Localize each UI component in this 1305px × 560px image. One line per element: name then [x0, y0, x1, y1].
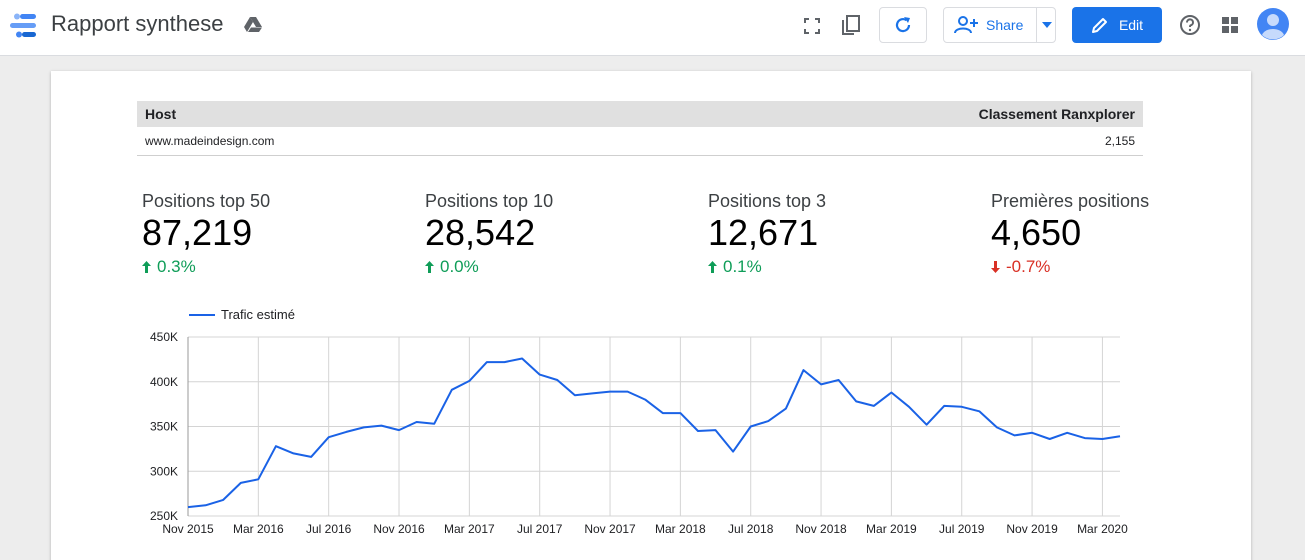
kpi-positions-top-50: Positions top 50 87,219 0.3% — [142, 191, 382, 277]
arrow-up-icon — [708, 261, 717, 273]
kpi-delta-text: 0.0% — [440, 257, 479, 276]
x-tick-label: Nov 2015 — [162, 522, 214, 536]
arrow-down-icon — [991, 261, 1000, 273]
x-tick-label: Nov 2016 — [373, 522, 425, 536]
copy-icon — [842, 15, 860, 35]
column-header-ranking[interactable]: Classement Ranxplorer — [978, 106, 1135, 122]
kpi-delta-text: 0.1% — [723, 257, 762, 276]
google-drive-icon[interactable] — [244, 17, 262, 33]
cell-host: www.madeindesign.com — [145, 134, 275, 148]
kpi-value: 12,671 — [708, 212, 819, 253]
kpi-delta: 0.1% — [708, 257, 948, 277]
kpi-label: Positions top 50 — [142, 191, 271, 211]
x-tick-label: Jul 2018 — [728, 522, 774, 536]
x-tick-label: Jul 2016 — [306, 522, 352, 536]
share-label: Share — [986, 17, 1024, 33]
x-tick-label: Mar 2019 — [866, 522, 917, 536]
kpi-positions-top-10: Positions top 10 28,542 0.0% — [425, 191, 665, 277]
help-icon — [1180, 15, 1200, 35]
y-tick-label: 300K — [150, 464, 178, 478]
column-header-host[interactable]: Host — [145, 106, 177, 122]
kpi-delta: 0.0% — [425, 257, 665, 277]
x-tick-label: Mar 2017 — [444, 522, 495, 536]
share-button-group: Share — [943, 7, 1056, 43]
edit-button[interactable]: Edit — [1072, 7, 1162, 43]
kpi-label: Premières positions — [991, 191, 1150, 211]
pencil-icon — [1091, 18, 1107, 33]
make-copy-button[interactable] — [838, 12, 864, 38]
x-tick-label: Nov 2018 — [795, 522, 847, 536]
share-button[interactable]: Share — [944, 8, 1036, 42]
data-studio-logo[interactable] — [8, 12, 40, 40]
refresh-button[interactable] — [879, 7, 927, 43]
apps-grid-icon — [1222, 17, 1238, 33]
y-tick-label: 400K — [150, 375, 178, 389]
x-tick-label: Jul 2019 — [939, 522, 985, 536]
y-tick-label: 450K — [150, 330, 178, 344]
user-avatar-icon — [1257, 8, 1289, 40]
cell-ranking: 2,155 — [1104, 134, 1135, 148]
top-bar: Rapport synthese Share — [0, 0, 1305, 56]
kpi-delta: 0.3% — [142, 257, 382, 277]
share-dropdown-button[interactable] — [1037, 8, 1056, 42]
table-row: www.madeindesign.com 2,155 — [137, 127, 1143, 156]
x-tick-label: Nov 2017 — [584, 522, 636, 536]
fullscreen-button[interactable] — [800, 14, 824, 38]
report-canvas: Host Classement Ranxplorer www.madeindes… — [51, 71, 1251, 560]
caret-down-icon — [1041, 22, 1052, 28]
arrow-up-icon — [425, 261, 434, 273]
x-tick-label: Mar 2016 — [233, 522, 284, 536]
x-tick-label: Mar 2018 — [655, 522, 706, 536]
apps-button[interactable] — [1219, 14, 1241, 36]
share-divider — [1036, 8, 1037, 42]
edit-label: Edit — [1118, 17, 1144, 33]
kpi-value: 4,650 — [991, 212, 1082, 253]
kpi-label: Positions top 3 — [708, 191, 827, 211]
report-title[interactable]: Rapport synthese — [51, 11, 224, 36]
kpi-value: 87,219 — [142, 212, 253, 253]
kpi-value: 28,542 — [425, 212, 536, 253]
host-table: Host Classement Ranxplorer www.madeindes… — [137, 101, 1143, 156]
kpi-first-positions: Premières positions 4,650 -0.7% — [991, 191, 1231, 277]
series-line-trafic-estime — [187, 357, 1121, 509]
add-person-icon — [954, 16, 978, 34]
kpi-delta-text: 0.3% — [157, 257, 196, 276]
kpi-delta: -0.7% — [991, 257, 1231, 277]
legend-label: Trafic estimé — [221, 307, 295, 322]
y-tick-label: 250K — [150, 509, 178, 523]
x-tick-label: Nov 2019 — [1006, 522, 1058, 536]
arrow-up-icon — [142, 261, 151, 273]
y-tick-label: 350K — [150, 420, 178, 434]
table-header: Host Classement Ranxplorer — [137, 101, 1143, 127]
kpi-label: Positions top 10 — [425, 191, 554, 211]
kpi-delta-text: -0.7% — [1006, 257, 1051, 276]
x-tick-label: Jul 2017 — [517, 522, 563, 536]
fullscreen-icon — [804, 18, 820, 34]
kpi-positions-top-3: Positions top 3 12,671 0.1% — [708, 191, 948, 277]
account-avatar[interactable] — [1257, 8, 1289, 40]
x-tick-label: Mar 2020 — [1077, 522, 1128, 536]
refresh-icon — [895, 17, 911, 33]
help-button[interactable] — [1178, 13, 1202, 37]
